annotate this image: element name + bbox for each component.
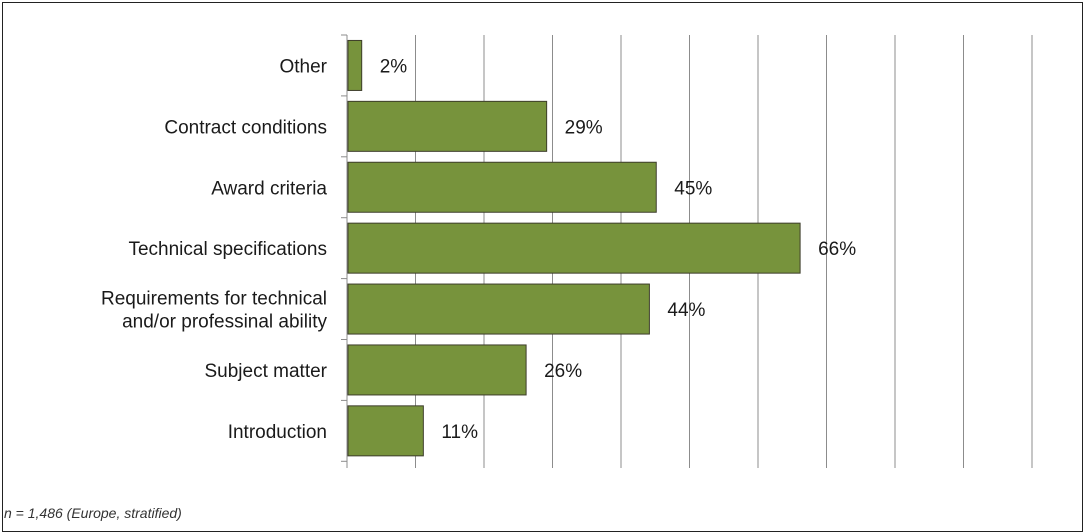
category-label: Other	[279, 56, 327, 77]
value-label: 2%	[380, 56, 408, 77]
bar	[347, 161, 657, 213]
category-label: Introduction	[228, 422, 327, 443]
bar	[347, 39, 363, 91]
category-label: Requirements for technical and/or profess…	[101, 289, 327, 333]
category-label: Award criteria	[211, 178, 327, 199]
value-label: 44%	[667, 300, 705, 321]
bar	[347, 222, 801, 274]
value-label: 11%	[441, 422, 478, 443]
bar	[347, 283, 650, 335]
value-label: 45%	[674, 178, 712, 199]
category-label: Contract conditions	[164, 117, 327, 138]
value-label: 66%	[818, 239, 856, 260]
bar	[347, 344, 527, 396]
value-label: 26%	[544, 361, 582, 382]
bar	[347, 100, 548, 152]
footnote: n = 1,486 (Europe, stratified)	[4, 505, 182, 521]
value-label: 29%	[565, 117, 603, 138]
category-label: Subject matter	[205, 361, 328, 382]
category-label: Technical specifications	[128, 239, 327, 260]
bar	[347, 405, 424, 457]
